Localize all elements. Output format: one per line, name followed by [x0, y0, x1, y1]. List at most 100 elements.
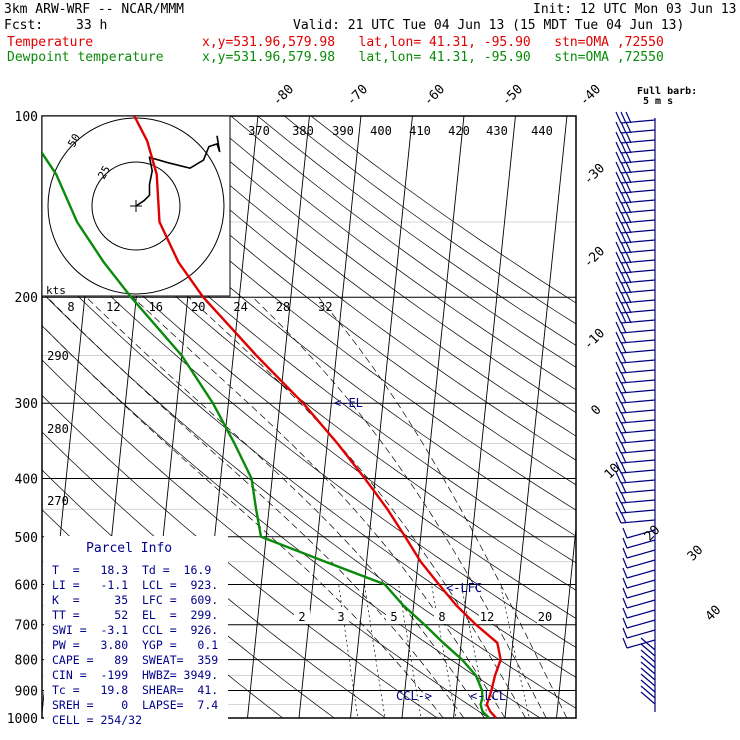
wind-barb-staff: [620, 339, 656, 344]
wind-barb-flag: [622, 567, 628, 579]
dry-adiabat: [150, 116, 576, 437]
wind-barb-flag: [615, 131, 622, 144]
temperature-trace: [133, 116, 502, 718]
wind-barb: [615, 191, 656, 204]
wind-barb-flag: [625, 251, 632, 264]
hodograph-ring: [91, 161, 181, 251]
wind-barb-staff: [640, 685, 656, 699]
wind-barb-flag: [625, 261, 632, 274]
isotherm-label: -70: [344, 82, 371, 109]
wind-barb: [615, 121, 656, 134]
wind-barb-staff: [640, 679, 656, 693]
wind-barb-flag: [620, 231, 627, 244]
wind-barb-flag: [625, 211, 632, 224]
isotherm-line: [504, 116, 568, 718]
wind-barb-staff: [620, 329, 656, 334]
barb-legend-title: Full barb:: [637, 86, 697, 97]
wind-barb-flag: [620, 411, 627, 424]
parcel-info-row: SREH = 0 LAPSE= 7.4: [52, 698, 218, 712]
wind-barb: [622, 547, 656, 559]
wind-barb-flag: [615, 301, 622, 314]
wind-barb-flag: [622, 527, 628, 539]
wind-barb: [615, 251, 656, 264]
dry-adiabat: [203, 116, 576, 391]
wind-barb-staff: [626, 619, 656, 629]
wind-barb-flag: [615, 251, 622, 264]
wind-barb-flag: [625, 241, 632, 254]
dry-adiabat: [283, 116, 576, 325]
wind-barb-flag: [615, 501, 622, 514]
wind-barb-flag: [620, 441, 627, 454]
mixing-ratio-label-bg: [386, 610, 402, 624]
wind-barb: [615, 271, 656, 284]
wind-barb: [640, 679, 656, 693]
wind-barb-flag: [622, 617, 628, 629]
wind-barb: [615, 211, 656, 224]
theta-label: 440: [531, 124, 553, 138]
trace-group: [42, 116, 502, 718]
theta-label: 390: [332, 124, 354, 138]
wind-barb-flag: [620, 421, 627, 434]
wind-barb: [640, 661, 656, 675]
isotherm-label: 20: [642, 523, 664, 545]
wind-barb-flag: [620, 301, 627, 314]
wind-barb-staff: [620, 359, 656, 364]
wind-barb-flag: [620, 471, 627, 484]
theta-label: 430: [486, 124, 508, 138]
wind-barb: [615, 501, 656, 514]
wind-barb: [615, 131, 656, 144]
moist-adiabat: [42, 324, 444, 718]
wind-barb-flag: [625, 221, 632, 234]
hodograph-axis-tick: 24: [233, 300, 247, 314]
wind-barb: [615, 231, 656, 244]
wind-barb-flag: [615, 191, 622, 204]
wind-barb: [615, 301, 656, 314]
wind-barb-flag: [615, 111, 622, 124]
wind-barb-flag: [615, 511, 622, 524]
theta-label: 410: [409, 124, 431, 138]
valid-time: Valid: 21 UTC Tue 04 Jun 13 (15 MDT Tue …: [293, 18, 685, 33]
wind-barb-staff: [620, 349, 656, 354]
moist-adiabat: [47, 296, 465, 718]
wind-barb: [615, 181, 656, 194]
wind-barb-flag: [620, 191, 627, 204]
wind-barb: [640, 649, 656, 663]
wind-barb-flag: [625, 291, 632, 304]
wind-barb-flag: [625, 181, 632, 194]
wind-barb-staff: [620, 429, 656, 434]
isotherm-line: [0, 88, 3, 730]
wind-barb-staff: [620, 459, 656, 464]
wind-barb-staff: [626, 559, 656, 569]
wind-barb-flag: [622, 627, 628, 639]
wind-barb-staff: [620, 519, 656, 524]
wind-barb: [615, 281, 656, 294]
wind-barb-flag: [620, 121, 627, 134]
wind-barb-flag: [615, 281, 622, 294]
dry-adiabat: [42, 228, 576, 648]
mixing-ratio-label-bg: [333, 610, 349, 624]
wind-barb-flag: [615, 341, 622, 354]
plot-frame: [41, 115, 577, 719]
isotherm-label: -30: [581, 161, 608, 188]
dry-adiabat: [97, 116, 576, 486]
wind-barb-flag: [615, 331, 622, 344]
pressure-tick-label: 700: [15, 619, 38, 634]
wind-barb-flag: [620, 111, 627, 124]
mixing-ratio-label: 5: [390, 610, 397, 624]
wind-barb-flag: [615, 381, 622, 394]
isotherm-label: -50: [499, 82, 526, 109]
wind-barb-flag: [625, 201, 632, 214]
pressure-tick-label: 900: [15, 685, 38, 700]
wind-barb-flag: [625, 161, 632, 174]
wind-barb-flag: [620, 161, 627, 174]
wind-barb: [615, 151, 656, 164]
forecast-hour: 33 h: [76, 18, 108, 33]
wind-barb: [640, 667, 656, 681]
pressure-tick-label: 200: [15, 291, 38, 306]
hodograph-trace: [135, 135, 221, 207]
wind-barb-staff: [640, 691, 656, 705]
wind-barb: [615, 111, 656, 124]
wind-barb: [640, 655, 656, 669]
wind-barb-flag: [622, 577, 628, 589]
isotherm-label: -10: [581, 326, 608, 353]
